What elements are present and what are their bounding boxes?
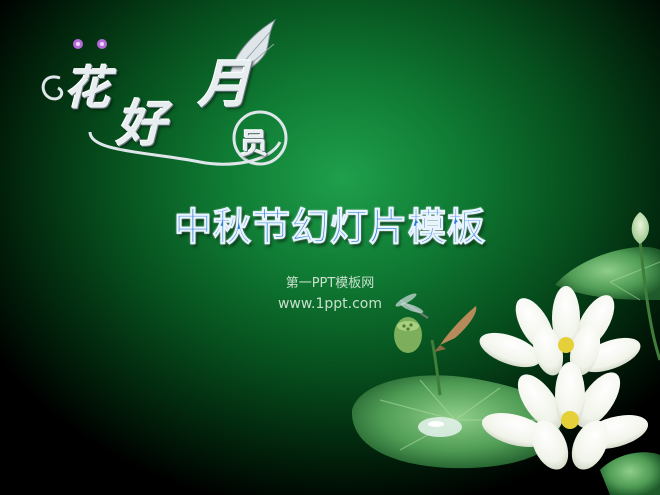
lotus-flower-lower — [481, 362, 649, 470]
lotus-leaf-lower-right — [600, 452, 660, 495]
logo-swirl-decoration — [41, 18, 288, 166]
subtitle-site-url: www.1ppt.com — [277, 296, 383, 312]
lotus-bud — [631, 212, 649, 244]
logo-char-flower: 花 — [64, 61, 110, 115]
lotus-leaf-upper-right — [555, 246, 660, 301]
lotus-leaf-large — [351, 375, 560, 469]
slide-title: 中秋节幻灯片模板 — [173, 205, 486, 250]
mid-autumn-logo: 花 好 月 员 — [30, 12, 300, 182]
lotus-seed-pod — [394, 317, 422, 353]
logo-char-moon: 月 — [198, 54, 251, 115]
lotus-flower-upper — [479, 286, 641, 376]
logo-char-round: 员 — [240, 127, 269, 160]
subtitle-site-name: 第一PPT模板网 — [285, 276, 375, 291]
koi-fish — [434, 306, 477, 352]
logo-char-good: 好 — [116, 94, 166, 153]
dragonfly — [395, 293, 429, 319]
